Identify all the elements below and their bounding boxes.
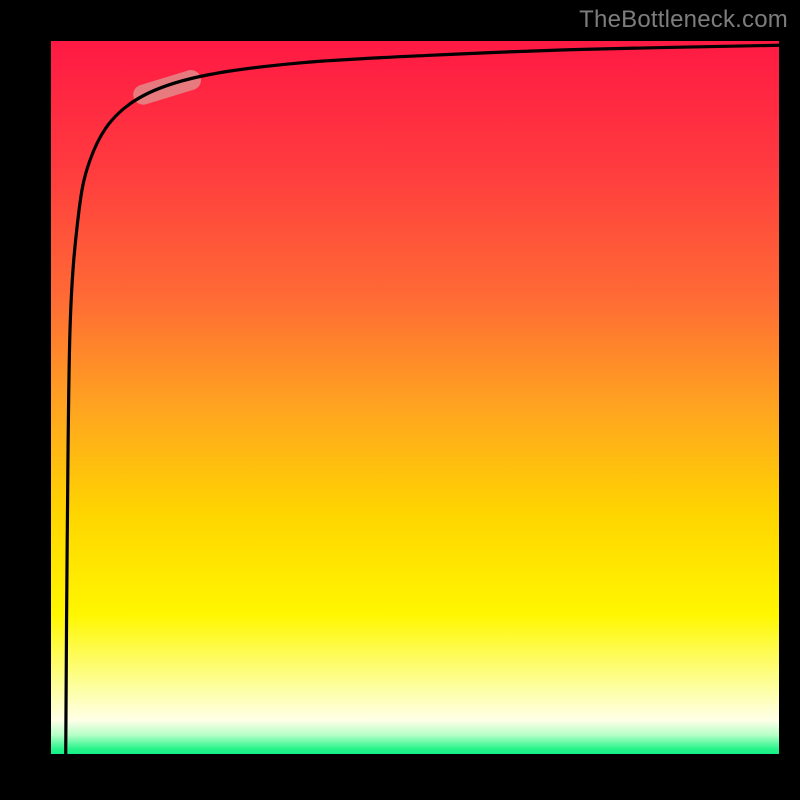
watermark-text: TheBottleneck.com: [579, 6, 788, 34]
gradient-background: [45, 35, 785, 760]
chart-svg: [0, 0, 800, 800]
chart-root: TheBottleneck.com: [0, 0, 800, 800]
